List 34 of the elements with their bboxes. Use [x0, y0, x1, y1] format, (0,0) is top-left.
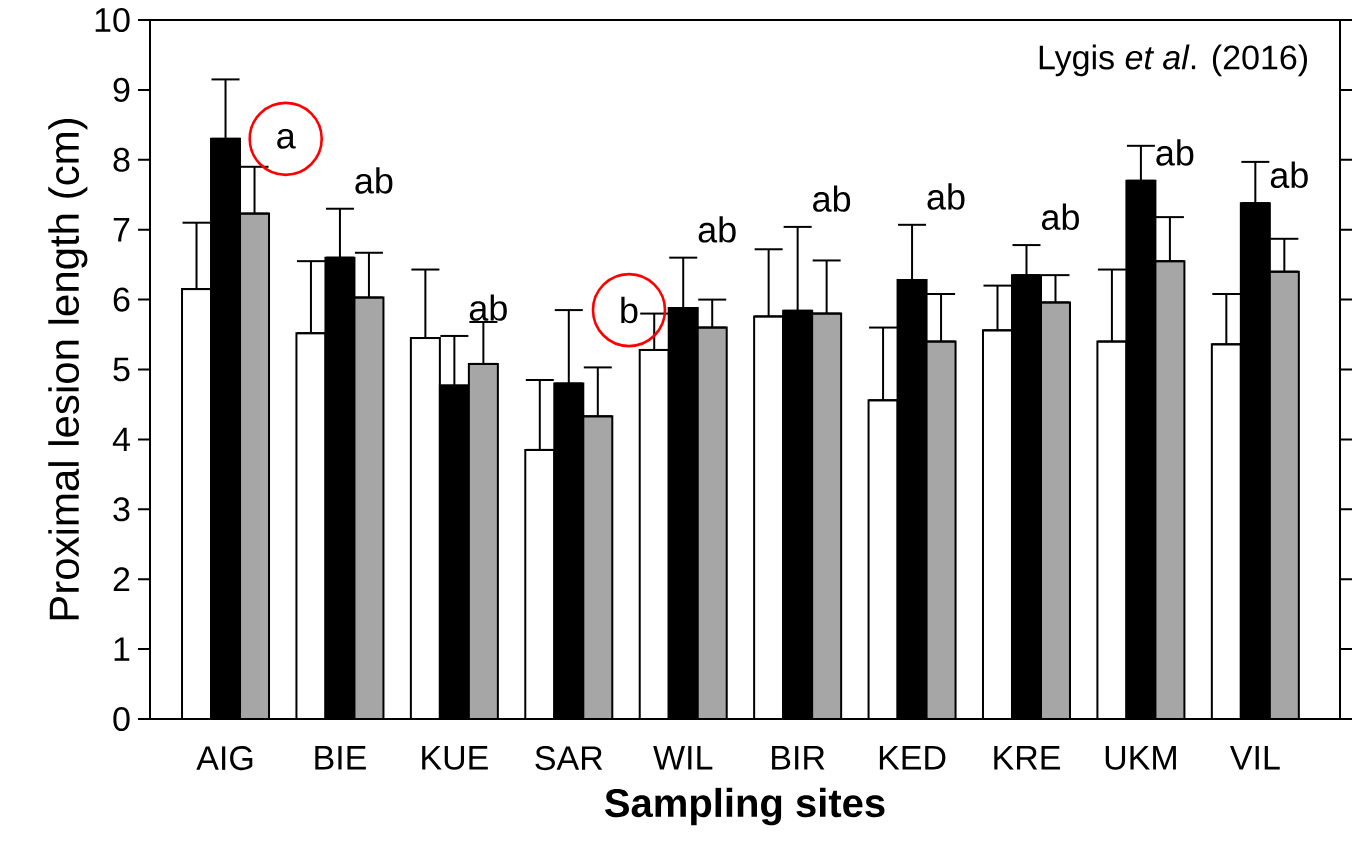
- annotation: ab: [813, 185, 851, 212]
- annotation: ab: [927, 183, 965, 210]
- y-tick-label: 9: [113, 77, 130, 102]
- y-tick-label: 2: [113, 567, 130, 592]
- y-tick-label: 3: [113, 497, 130, 522]
- annotation: ab: [1270, 161, 1308, 189]
- annotation: Lygis et al. (2016): [1039, 44, 1307, 77]
- x-tick-label: UKM: [1105, 746, 1176, 770]
- x-tick-label: WIL: [653, 746, 713, 770]
- y-tick-label: 5: [113, 357, 130, 382]
- x-tick-label: KUE: [422, 746, 488, 770]
- x-tick-label: SAR: [535, 746, 603, 771]
- x-tick-label: AIG: [196, 746, 253, 771]
- y-tick-label: 0: [113, 706, 130, 732]
- y-tick-label: 6: [113, 287, 130, 312]
- annotation: a: [277, 128, 296, 149]
- y-tick-label: 10: [95, 7, 130, 33]
- annotation: ab: [1041, 203, 1079, 231]
- annotation: ab: [1156, 139, 1194, 166]
- annotation: ab: [355, 167, 393, 194]
- x-tick-label: VIL: [1229, 746, 1280, 770]
- y-tick-label: 7: [113, 217, 130, 242]
- x-axis-title: Sampling sites: [605, 787, 885, 826]
- annotation: b: [621, 296, 638, 324]
- annotation: ab: [469, 294, 507, 321]
- x-tick-label: BIR: [772, 746, 825, 770]
- y-tick-label: 1: [114, 637, 130, 661]
- annotation: ab: [698, 216, 736, 243]
- x-tick-label: KRE: [994, 746, 1060, 770]
- y-tick-label: 4: [112, 427, 130, 452]
- x-tick-label: BIE: [315, 746, 366, 770]
- y-tick-label: 8: [113, 147, 130, 172]
- y-axis-title: Proximal lesion length (cm): [48, 118, 88, 620]
- x-tick-label: KED: [879, 746, 946, 770]
